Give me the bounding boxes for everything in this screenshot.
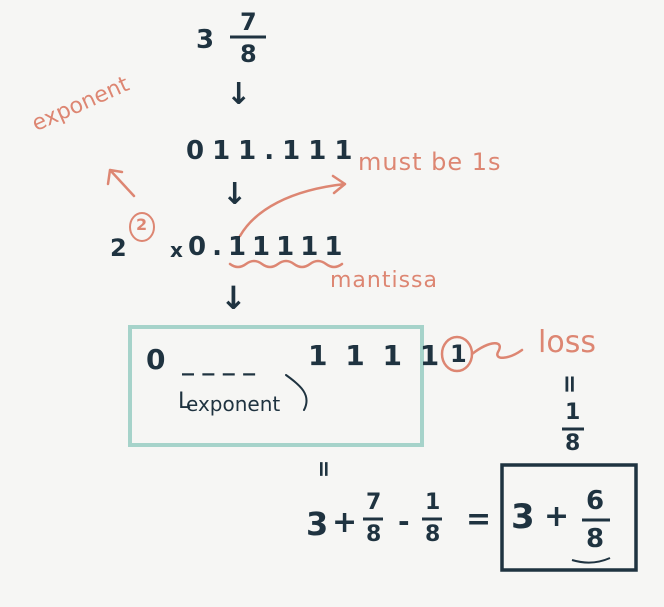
down-arrow-icon: ↓: [222, 177, 248, 212]
down-arrow-icon: ↓: [226, 77, 252, 112]
result-plus: +: [544, 499, 570, 534]
exponent-slot-bracket: L: [178, 389, 191, 414]
must-be-1s-label: must be 1s: [358, 148, 502, 176]
binary-value: 011.111: [186, 136, 361, 166]
lost-value-equals: =: [556, 373, 585, 395]
base-two: 2: [110, 234, 127, 262]
eq-frac2-den: 8: [425, 522, 441, 547]
mantissa-label: mantissa: [330, 268, 438, 293]
storage-box: [128, 325, 424, 447]
mantissa-bits: 1 1 1 1: [308, 339, 444, 372]
eq-whole: 3: [306, 505, 329, 543]
exponent-pointer-arrow: [106, 168, 136, 198]
top-whole-number: 3: [196, 25, 215, 55]
eq-frac2-num: 1: [425, 490, 441, 515]
loss-connector: [470, 342, 524, 359]
result-whole: 3: [511, 497, 535, 537]
result-denominator: 8: [586, 524, 605, 554]
eq-equals: =: [466, 502, 492, 537]
mantissa-squiggle: [228, 259, 344, 269]
down-arrow-icon: ↓: [220, 279, 247, 317]
exponent-circle: [129, 212, 155, 242]
top-denominator: 8: [240, 40, 257, 68]
lost-bit: 1: [450, 340, 467, 368]
result-box: [500, 463, 638, 572]
times-sign: x: [170, 238, 183, 262]
exponent-slot-hook: [285, 374, 308, 411]
exponent-slot-label: exponent: [186, 392, 281, 416]
mantissa-value: 0.11111: [188, 232, 349, 262]
must-be-1s-arrow: [238, 174, 347, 238]
result-underline: [571, 557, 611, 564]
result-numerator: 6: [586, 486, 605, 516]
eq-frac1-num: 7: [366, 490, 382, 515]
eq-plus: +: [332, 505, 358, 540]
eq-minus: -: [398, 505, 410, 538]
loss-label: loss: [538, 325, 596, 360]
bottom-equals-top: =: [311, 459, 337, 479]
lost-value-denominator: 8: [565, 431, 581, 456]
lost-value-numerator: 1: [565, 400, 581, 425]
sign-bit: 0: [146, 343, 166, 376]
top-numerator: 7: [240, 8, 257, 36]
exponent-blanks: _ _ _ _: [182, 348, 256, 376]
exponent-value: 2: [136, 215, 148, 234]
eq-frac1-den: 8: [366, 522, 382, 547]
